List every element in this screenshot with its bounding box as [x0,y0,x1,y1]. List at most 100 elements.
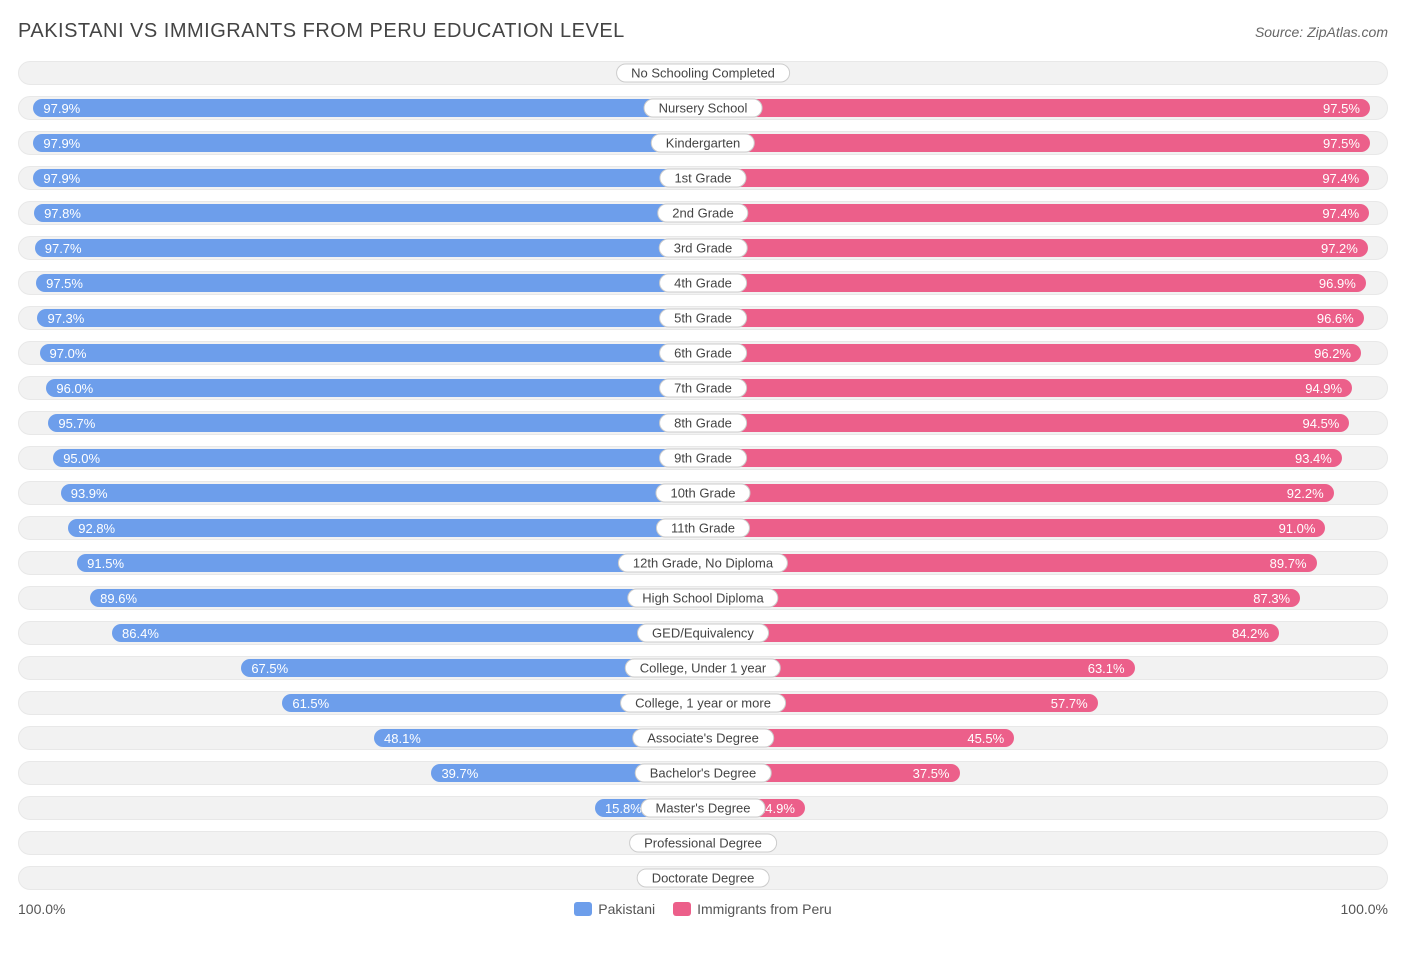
chart-row: 48.1%45.5%Associate's Degree [18,726,1388,750]
legend-swatch-left [574,902,592,916]
category-label: 9th Grade [659,449,747,468]
category-label: 5th Grade [659,309,747,328]
chart-footer: 100.0% Pakistani Immigrants from Peru 10… [18,901,1388,917]
bar-left-value: 97.9% [33,171,90,186]
bar-left-value: 97.7% [35,241,92,256]
bar-right-value: 91.0% [1269,521,1326,536]
chart-row: 97.9%97.5%Kindergarten [18,131,1388,155]
chart-row: 61.5%57.7%College, 1 year or more [18,691,1388,715]
bar-left-value: 95.0% [53,451,110,466]
chart-row: 92.8% 91.0% 11th Grade [18,516,1388,540]
axis-max-left: 100.0% [18,901,65,917]
chart-row: 97.9% 97.5% Nursery School [18,96,1388,120]
bar-left-value: 61.5% [282,696,339,711]
bar-right: 92.2% [703,484,1334,502]
bar-left: 97.8% [34,204,703,222]
bar-left-value: 97.9% [33,136,90,151]
bar-left-value: 95.7% [48,416,105,431]
diverging-bar-chart: 2.1%2.5%No Schooling Completed97.9%97.5%… [18,61,1388,890]
bar-right-value: 97.4% [1312,171,1369,186]
bar-right-value: 96.6% [1307,311,1364,326]
category-label: 4th Grade [659,274,747,293]
bar-right-value: 94.9% [1295,381,1352,396]
chart-row: 97.0%96.2%6th Grade [18,341,1388,365]
bar-right-value: 97.4% [1312,206,1369,221]
bar-right: 94.9% [703,379,1352,397]
bar-right-value: 84.2% [1222,626,1279,641]
category-label: 7th Grade [659,379,747,398]
bar-right-value: 45.5% [957,731,1014,746]
bar-left-value: 48.1% [374,731,431,746]
bar-left: 97.9% [33,99,703,117]
chart-row: 93.9%92.2%10th Grade [18,481,1388,505]
bar-right-value: 92.2% [1277,486,1334,501]
chart-row: 97.7%97.2%3rd Grade [18,236,1388,260]
chart-header: PAKISTANI VS IMMIGRANTS FROM PERU EDUCAT… [18,20,1388,43]
bar-right-value: 96.9% [1309,276,1366,291]
bar-right-value: 97.2% [1311,241,1368,256]
bar-left-value: 97.3% [37,311,94,326]
chart-row: 86.4%84.2%GED/Equivalency [18,621,1388,645]
category-label: 1st Grade [659,169,746,188]
bar-right: 97.5% [703,99,1370,117]
bar-left: 93.9% [61,484,703,502]
bar-left-value: 89.6% [90,591,147,606]
bar-left-value: 97.0% [40,346,97,361]
chart-row: 97.5% 96.9% 4th Grade [18,271,1388,295]
bar-right: 91.0% [703,519,1325,537]
chart-row: 4.8%4.4%Professional Degree [18,831,1388,855]
source-name: ZipAtlas.com [1307,24,1388,40]
legend-label-right: Immigrants from Peru [697,901,832,917]
bar-right: 96.2% [703,344,1361,362]
bar-left: 92.8% [68,519,703,537]
bar-right: 84.2% [703,624,1279,642]
chart-row: 96.0%94.9%7th Grade [18,376,1388,400]
bar-left-value: 97.8% [34,206,91,221]
bar-right-value: 94.5% [1293,416,1350,431]
category-label: Nursery School [644,99,763,118]
bar-left: 97.0% [40,344,703,362]
chart-row: 91.5%89.7%12th Grade, No Diploma [18,551,1388,575]
bar-left-value: 92.8% [68,521,125,536]
category-label: 2nd Grade [657,204,748,223]
chart-row: 39.7%37.5%Bachelor's Degree [18,761,1388,785]
bar-right: 89.7% [703,554,1317,572]
bar-right: 97.5% [703,134,1370,152]
bar-right-value: 97.5% [1313,101,1370,116]
bar-right-value: 96.2% [1304,346,1361,361]
bar-left: 89.6% [90,589,703,607]
legend-swatch-right [673,902,691,916]
chart-row: 67.5%63.1%College, Under 1 year [18,656,1388,680]
category-label: No Schooling Completed [616,64,790,83]
chart-title: PAKISTANI VS IMMIGRANTS FROM PERU EDUCAT… [18,20,625,43]
bar-right: 96.6% [703,309,1364,327]
bar-left: 86.4% [112,624,703,642]
chart-row: 15.8%14.9%Master's Degree [18,796,1388,820]
bar-right-value: 63.1% [1078,661,1135,676]
bar-left: 97.7% [35,239,703,257]
category-label: College, Under 1 year [625,659,781,678]
category-label: Professional Degree [629,834,777,853]
bar-left: 95.7% [48,414,703,432]
category-label: College, 1 year or more [620,694,786,713]
bar-right-value: 93.4% [1285,451,1342,466]
bar-right-value: 37.5% [903,766,960,781]
category-label: High School Diploma [627,589,778,608]
chart-row: 95.7% 94.5% 8th Grade [18,411,1388,435]
legend: Pakistani Immigrants from Peru [65,901,1340,917]
bar-left: 97.5% [36,274,703,292]
bar-right-value: 87.3% [1243,591,1300,606]
bar-left-value: 39.7% [431,766,488,781]
bar-right: 93.4% [703,449,1342,467]
category-label: 8th Grade [659,414,747,433]
category-label: Doctorate Degree [637,869,770,888]
bar-left: 97.3% [37,309,703,327]
bar-right: 97.4% [703,169,1369,187]
bar-right-value: 97.5% [1313,136,1370,151]
bar-left-value: 91.5% [77,556,134,571]
bar-left: 97.9% [33,134,703,152]
category-label: 11th Grade [656,519,750,538]
legend-item-right: Immigrants from Peru [673,901,832,917]
bar-left: 97.9% [33,169,703,187]
source-label: Source: [1255,24,1303,40]
